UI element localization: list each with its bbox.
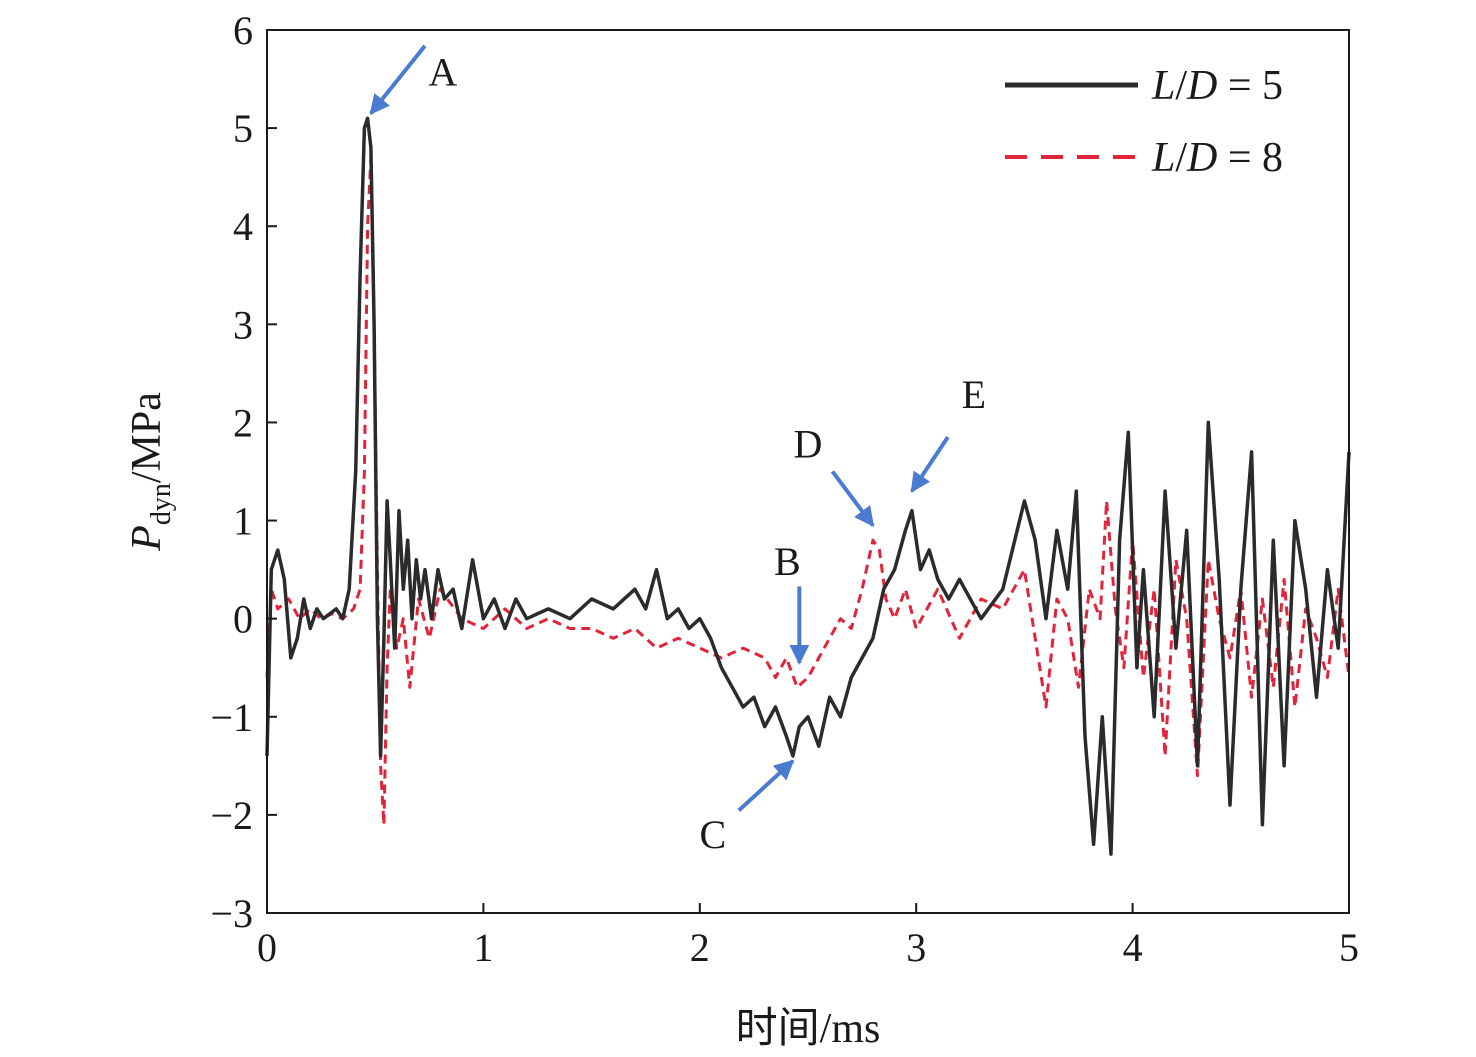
annotation-label-d: D [793,421,822,466]
annotations: A B C D E [369,44,986,857]
y-tick-label: 5 [233,106,253,151]
legend-label-part: / [1175,63,1187,109]
plot-frame [266,29,1350,914]
annotation-arrow-a [369,44,427,115]
x-tick-label: 3 [906,925,926,970]
x-axis-title: 时间/ms [736,1006,881,1052]
legend-label-part: L [1151,135,1175,181]
y-tick-label: 6 [233,8,253,53]
y-tick-label: 4 [233,204,253,249]
y-tick-label: 1 [233,499,253,544]
legend: L/D = 5L/D = 8 [1005,63,1283,181]
x-tick-label: 0 [257,925,277,970]
x-tick-label: 1 [473,925,493,970]
axes: 0 1 2 3 4 5 −3 −2 −1 0 1 2 3 4 5 6 时间/ms Pdyn/MPa [124,8,1359,1052]
x-tick-label: 2 [690,925,710,970]
x-tick-label: 4 [1123,925,1143,970]
annotation-label-e: E [962,372,986,417]
legend-label-0: L/D = 5 [1151,63,1283,109]
y-axis-title-main: P [124,525,170,552]
legend-label-part: = 5 [1217,63,1283,109]
series-line-0 [265,116,1351,856]
annotation-arrow-e [910,436,950,493]
legend-label-part: D [1186,63,1217,109]
y-axis-title-sub: dyn [146,483,177,525]
legend-label-1: L/D = 8 [1151,135,1283,181]
legend-label-part: D [1186,135,1217,181]
series-line-1 [265,156,1351,827]
x-tick-label: 5 [1339,925,1359,970]
annotation-label-c: C [700,812,727,857]
series-layer [265,116,1351,856]
y-tick-label: −3 [210,891,253,936]
y-tick-label: 0 [233,597,253,642]
y-tick-label: −1 [210,695,253,740]
legend-label-part: / [1175,135,1187,181]
legend-label-part: = 8 [1217,135,1283,181]
annotation-label-b: B [774,539,801,584]
y-tick-label: 2 [233,400,253,445]
y-tick-label: −2 [210,793,253,838]
legend-label-part: L [1151,63,1175,109]
annotation-arrow-c [737,759,795,812]
y-tick-label: 3 [233,302,253,347]
y-axis-title-unit: /MPa [124,392,170,483]
annotation-arrow-d [830,470,875,528]
annotation-label-a: A [428,49,457,94]
y-axis-title: Pdyn/MPa [124,392,177,552]
